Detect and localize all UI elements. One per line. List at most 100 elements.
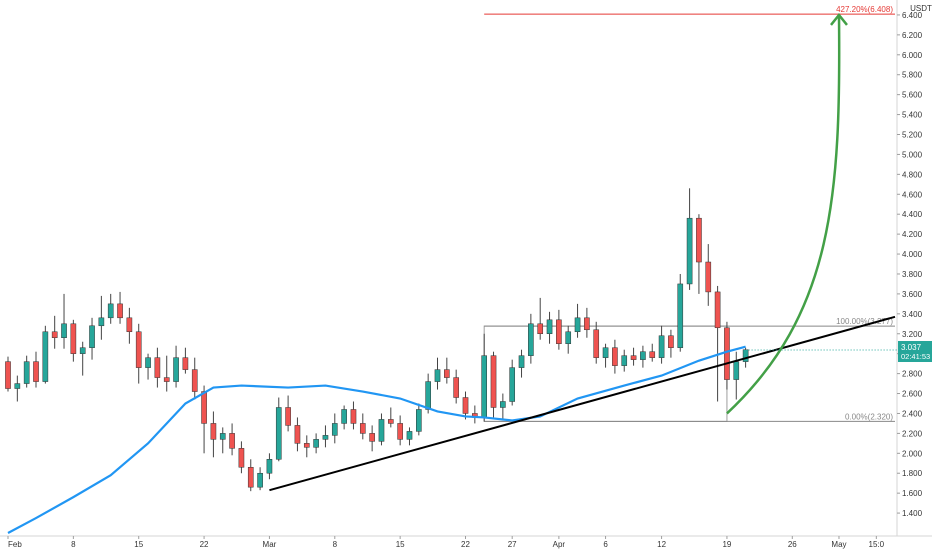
candle-body [219, 433, 226, 440]
price-axis-label: 2.600 [902, 390, 923, 399]
candle [677, 273, 684, 352]
candle-body [238, 448, 245, 468]
candle [397, 415, 403, 446]
candle [724, 321, 730, 390]
candle-body [313, 439, 319, 448]
candle-body [378, 419, 385, 442]
candle [61, 293, 67, 349]
candle [546, 311, 553, 344]
candle [219, 427, 226, 454]
trendline-line[interactable] [269, 315, 896, 492]
time-axis-label: 8 [71, 540, 76, 549]
candle-body [359, 423, 366, 434]
candle-body [14, 383, 21, 389]
candle-body [658, 335, 665, 358]
candle-body [107, 303, 114, 319]
candle [444, 357, 450, 384]
fib-level-label: 0.00%(2.320) [845, 412, 893, 421]
price-axis[interactable]: 1.400 1.600 1.800 2.000 2.200 2.400 2.600 2.800… [745, 0, 932, 536]
candle-body [229, 433, 235, 449]
trendline[interactable] [269, 315, 896, 492]
candle [303, 435, 310, 458]
candle [182, 347, 189, 374]
price-axis-label: 6.000 [902, 51, 923, 60]
currency-label: USDT [910, 4, 932, 13]
time-axis-label: Mar [263, 540, 277, 549]
candle-body [556, 319, 562, 344]
candle [649, 343, 656, 362]
price-axis-label: 3.800 [902, 270, 923, 279]
candle-body [696, 217, 702, 263]
time-axis-label: 8 [333, 540, 338, 549]
candle-body [705, 261, 712, 293]
candle [79, 341, 86, 376]
candle [593, 321, 600, 364]
fib-retracement[interactable]: 100.00%(3.277) 0.00%(2.320) 427.20%(6.408) [483, 5, 895, 422]
time-axis[interactable]: Feb 8 15 22 Mar 8 15 22 27 Apr 6 12 19 26 May 15:0 [0, 535, 932, 549]
candle [630, 347, 637, 366]
candle-body [500, 401, 506, 408]
candle [117, 291, 123, 324]
candle [135, 323, 142, 384]
time-axis-label: 22 [461, 540, 470, 549]
price-axis-label: 4.600 [902, 190, 923, 199]
candle [98, 295, 105, 340]
candle [285, 395, 291, 432]
candle [126, 307, 133, 344]
current-price-countdown: 02:41:53 [901, 352, 930, 361]
candle-body [546, 319, 553, 335]
candle [275, 397, 282, 462]
candle [378, 413, 385, 446]
projection-arrow-head[interactable] [830, 12, 848, 26]
candle-body [135, 331, 142, 368]
price-axis-label: 5.000 [902, 150, 923, 159]
price-axis-panel [898, 0, 932, 536]
time-axis-label: Feb [8, 540, 22, 549]
candle [574, 303, 581, 338]
candle [173, 345, 179, 388]
projection-arrow[interactable] [726, 12, 848, 415]
candle [89, 317, 95, 360]
candle-body [602, 347, 609, 358]
price-axis-label: 4.400 [902, 210, 923, 219]
candle-body [117, 303, 123, 319]
time-axis-label: 27 [508, 540, 517, 549]
candle [490, 351, 497, 418]
candle-body [621, 355, 628, 366]
candle-body [593, 329, 600, 358]
candle-body [5, 361, 11, 389]
candle [229, 423, 235, 456]
candle [247, 459, 254, 492]
price-axis-label: 2.400 [902, 409, 923, 418]
current-price-badge [898, 340, 932, 362]
candle-body [266, 459, 273, 474]
projection-arrow-curve[interactable] [726, 14, 841, 415]
candle [602, 343, 609, 368]
candle-body [686, 217, 693, 285]
candle-body [275, 407, 282, 460]
candle [107, 293, 114, 324]
price-axis-label: 6.400 [902, 11, 923, 20]
candle-body [154, 357, 161, 378]
candle-body [453, 377, 459, 398]
candle [462, 391, 469, 420]
candle [537, 297, 544, 340]
candle-body [733, 361, 740, 380]
candle [350, 401, 357, 430]
candle-body [163, 377, 170, 382]
candle-body [350, 409, 357, 424]
candle [5, 356, 11, 392]
candle-body [724, 327, 730, 380]
candle-body [247, 467, 254, 488]
time-axis-label: 15 [134, 540, 143, 549]
price-axis-label: 5.800 [902, 71, 923, 80]
price-axis-label: 4.000 [902, 250, 923, 259]
price-axis-label: 3.400 [902, 310, 923, 319]
current-price-value: 3.037 [901, 343, 922, 352]
candle-body [331, 423, 338, 436]
candle-body [462, 397, 469, 414]
candle-body [285, 407, 291, 426]
time-axis-label: 22 [200, 540, 209, 549]
